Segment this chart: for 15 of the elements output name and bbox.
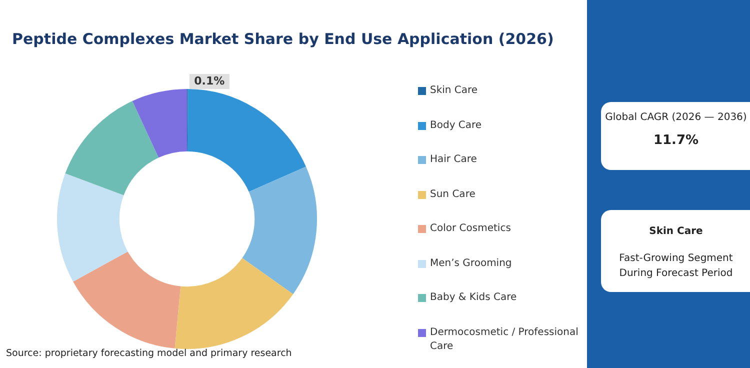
chart-title: Peptide Complexes Market Share by End Use Application (2026): [12, 30, 554, 48]
legend-label: Color Cosmetics: [430, 222, 511, 236]
data-label: 0.1%: [194, 74, 225, 88]
legend-label: Sun Care: [430, 188, 476, 202]
legend-label: Skin Care: [430, 84, 478, 98]
legend-label: Baby & Kids Care: [430, 291, 517, 305]
source-note: Source: proprietary forecasting model and primary research: [6, 348, 292, 359]
legend-label: Hair Care: [430, 153, 477, 167]
legend-label: Dermocosmetic / Professional Care: [430, 326, 580, 354]
text: Skin Care: [648, 226, 704, 237]
legend-label: Body Care: [430, 118, 482, 132]
text: Fast-Growing Segment During Forecast Period: [618, 252, 734, 281]
text: 11.7%: [652, 133, 700, 148]
legend-label: Men’s Grooming: [430, 256, 512, 270]
text: Global CAGR (2026 — 2036): [604, 111, 748, 125]
